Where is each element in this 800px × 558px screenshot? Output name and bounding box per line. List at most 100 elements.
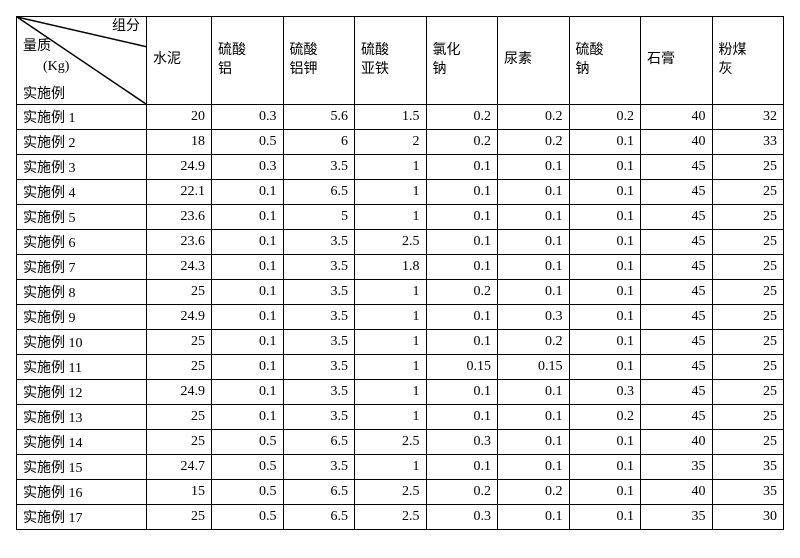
cell: 0.1: [569, 430, 641, 455]
cell: 0.3: [426, 505, 498, 530]
cell: 0.1: [569, 230, 641, 255]
cell: 0.3: [569, 380, 641, 405]
cell: 0.1: [569, 280, 641, 305]
table-row: 实施例 17250.56.52.50.30.10.13530: [17, 505, 784, 530]
cell: 45: [641, 305, 713, 330]
cell: 3.5: [283, 405, 355, 430]
column-header: 硫酸钠: [569, 17, 641, 105]
header-row: 组分 量质 (Kg) 实施例 水泥硫酸铝硫酸铝钾硫酸亚铁氯化钠尿素硫酸钠石膏粉煤…: [17, 17, 784, 105]
cell: 6.5: [283, 180, 355, 205]
row-label: 实施例 13: [17, 405, 147, 430]
cell: 0.2: [569, 405, 641, 430]
table-row: 实施例 8250.13.510.20.10.14525: [17, 280, 784, 305]
cell: 0.5: [212, 430, 284, 455]
table-head: 组分 量质 (Kg) 实施例 水泥硫酸铝硫酸铝钾硫酸亚铁氯化钠尿素硫酸钠石膏粉煤…: [17, 17, 784, 105]
table-row: 实施例 324.90.33.510.10.10.14525: [17, 155, 784, 180]
cell: 0.2: [498, 330, 570, 355]
cell: 3.5: [283, 155, 355, 180]
cell: 23.6: [147, 205, 212, 230]
cell: 6.5: [283, 430, 355, 455]
cell: 15: [147, 480, 212, 505]
cell: 0.2: [569, 105, 641, 130]
cell: 0.1: [212, 230, 284, 255]
row-label: 实施例 8: [17, 280, 147, 305]
cell: 35: [641, 505, 713, 530]
row-label: 实施例 5: [17, 205, 147, 230]
cell: 20: [147, 105, 212, 130]
cell: 45: [641, 330, 713, 355]
cell: 24.7: [147, 455, 212, 480]
cell: 5.6: [283, 105, 355, 130]
cell: 3.5: [283, 255, 355, 280]
cell: 1: [355, 180, 427, 205]
cell: 0.1: [498, 180, 570, 205]
cell: 22.1: [147, 180, 212, 205]
cell: 1: [355, 280, 427, 305]
column-header: 硫酸亚铁: [355, 17, 427, 105]
cell: 0.2: [498, 480, 570, 505]
cell: 0.1: [569, 455, 641, 480]
cell: 25: [712, 430, 784, 455]
cell: 25: [147, 280, 212, 305]
cell: 0.1: [498, 380, 570, 405]
column-header: 水泥: [147, 17, 212, 105]
cell: 0.2: [498, 105, 570, 130]
cell: 0.2: [426, 280, 498, 305]
cell: 0.1: [426, 305, 498, 330]
cell: 0.1: [426, 330, 498, 355]
cell: 2.5: [355, 480, 427, 505]
cell: 0.1: [426, 455, 498, 480]
cell: 0.1: [212, 405, 284, 430]
row-label: 实施例 2: [17, 130, 147, 155]
cell: 6: [283, 130, 355, 155]
cell: 35: [641, 455, 713, 480]
row-label: 实施例 10: [17, 330, 147, 355]
table-row: 实施例 1524.70.53.510.10.10.13535: [17, 455, 784, 480]
corner-label-mid-a: 量质: [23, 39, 51, 54]
table-row: 实施例 13250.13.510.10.10.24525: [17, 405, 784, 430]
cell: 0.1: [498, 230, 570, 255]
cell: 1: [355, 155, 427, 180]
table-row: 实施例 924.90.13.510.10.30.14525: [17, 305, 784, 330]
cell: 45: [641, 405, 713, 430]
cell: 45: [641, 355, 713, 380]
row-label: 实施例 1: [17, 105, 147, 130]
row-label: 实施例 6: [17, 230, 147, 255]
cell: 0.3: [498, 305, 570, 330]
row-label: 实施例 17: [17, 505, 147, 530]
cell: 0.1: [569, 180, 641, 205]
cell: 0.3: [212, 105, 284, 130]
cell: 33: [712, 130, 784, 155]
table-row: 实施例 523.60.1510.10.10.14525: [17, 205, 784, 230]
cell: 0.1: [426, 205, 498, 230]
cell: 0.2: [426, 130, 498, 155]
cell: 0.1: [426, 230, 498, 255]
cell: 40: [641, 130, 713, 155]
cell: 0.1: [569, 130, 641, 155]
cell: 40: [641, 105, 713, 130]
cell: 2: [355, 130, 427, 155]
row-label: 实施例 3: [17, 155, 147, 180]
cell: 25: [147, 430, 212, 455]
cell: 0.1: [212, 180, 284, 205]
cell: 0.1: [426, 155, 498, 180]
cell: 24.9: [147, 380, 212, 405]
column-header: 氯化钠: [426, 17, 498, 105]
cell: 24.9: [147, 155, 212, 180]
cell: 0.1: [498, 505, 570, 530]
cell: 0.3: [426, 430, 498, 455]
cell: 0.1: [426, 380, 498, 405]
row-label: 实施例 12: [17, 380, 147, 405]
cell: 25: [712, 305, 784, 330]
cell: 0.1: [426, 180, 498, 205]
cell: 0.2: [498, 130, 570, 155]
cell: 25: [712, 355, 784, 380]
cell: 0.1: [569, 330, 641, 355]
table-row: 实施例 1200.35.61.50.20.20.24032: [17, 105, 784, 130]
cell: 0.1: [212, 380, 284, 405]
cell: 25: [712, 380, 784, 405]
row-label: 实施例 9: [17, 305, 147, 330]
column-header: 硫酸铝: [212, 17, 284, 105]
corner-label-mid-b: (Kg): [43, 59, 69, 74]
row-label: 实施例 16: [17, 480, 147, 505]
